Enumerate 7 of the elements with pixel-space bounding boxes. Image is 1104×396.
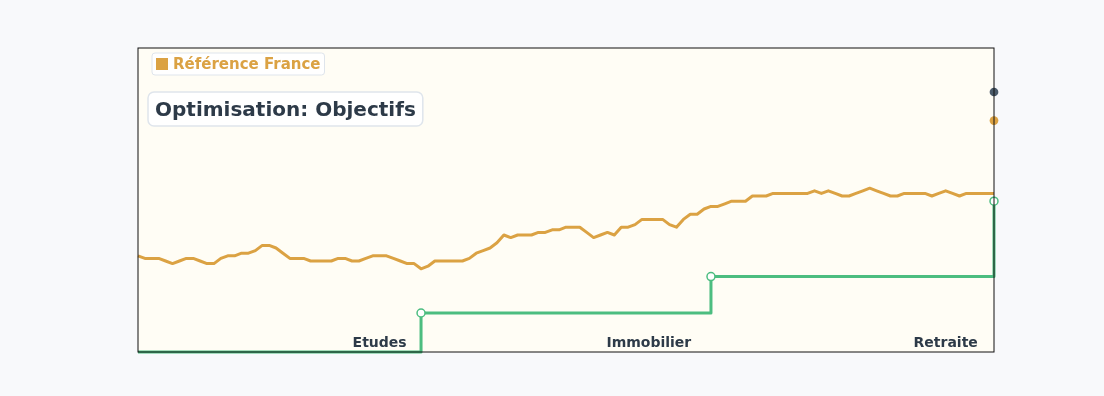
chart-title: Optimisation: Objectifs (155, 97, 416, 121)
point (706, 271, 716, 282)
x-tick-label: Immobilier (606, 334, 692, 350)
legend-label: Référence France (173, 55, 321, 73)
point (416, 308, 426, 318)
x-tick-label: Etudes (352, 334, 407, 350)
x-tick-label: Retraite (913, 334, 978, 350)
